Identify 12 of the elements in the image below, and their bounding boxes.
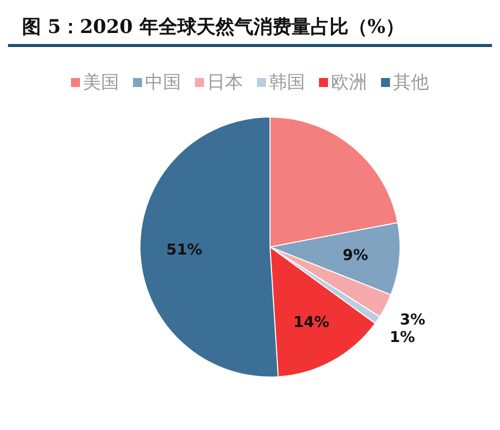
legend-label: 韩国 xyxy=(269,71,305,94)
chart-title: 图 5：2020 年全球天然气消费量占比（%） xyxy=(8,8,492,47)
data-label: 3% xyxy=(400,310,426,329)
legend-label: 其他 xyxy=(393,71,429,94)
data-label: 9% xyxy=(342,246,368,264)
data-label: 1% xyxy=(390,328,416,346)
legend-label: 美国 xyxy=(83,71,119,94)
legend-label: 中国 xyxy=(145,71,181,94)
data-label: 51% xyxy=(166,240,202,259)
legend-label: 欧洲 xyxy=(331,71,367,94)
legend-label: 日本 xyxy=(207,71,243,94)
data-label: 14% xyxy=(293,313,330,332)
